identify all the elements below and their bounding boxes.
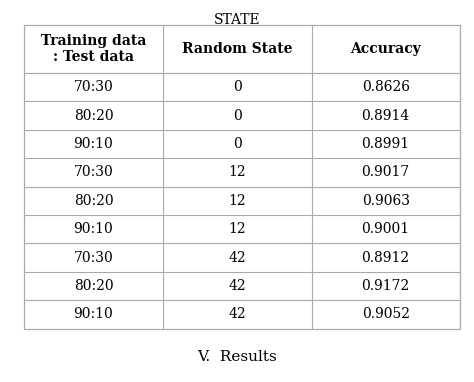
Text: 80:20: 80:20	[73, 194, 113, 208]
Text: 12: 12	[228, 165, 246, 180]
Text: 42: 42	[228, 251, 246, 265]
Text: 0: 0	[233, 137, 242, 151]
Text: 0.8912: 0.8912	[362, 251, 410, 265]
Text: 80:20: 80:20	[73, 108, 113, 123]
Text: 0.9172: 0.9172	[362, 279, 410, 293]
Text: Accuracy: Accuracy	[350, 42, 421, 56]
Text: 0.9017: 0.9017	[362, 165, 410, 180]
Text: 0.9063: 0.9063	[362, 194, 410, 208]
Text: 0.8914: 0.8914	[362, 108, 410, 123]
Text: 12: 12	[228, 222, 246, 236]
Text: 42: 42	[228, 279, 246, 293]
Text: 0.9052: 0.9052	[362, 308, 410, 321]
Text: Training data
: Test data: Training data : Test data	[41, 34, 146, 64]
Text: 0: 0	[233, 108, 242, 123]
Text: 90:10: 90:10	[73, 308, 113, 321]
Text: Random State: Random State	[182, 42, 292, 56]
Text: 12: 12	[228, 194, 246, 208]
Text: 90:10: 90:10	[73, 137, 113, 151]
Text: 42: 42	[228, 308, 246, 321]
Text: 80:20: 80:20	[73, 279, 113, 293]
Text: 0.8991: 0.8991	[362, 137, 410, 151]
Text: V.  Results: V. Results	[197, 350, 277, 364]
Text: STATE: STATE	[214, 13, 260, 28]
Text: 90:10: 90:10	[73, 222, 113, 236]
Text: 0: 0	[233, 80, 242, 94]
Text: 70:30: 70:30	[73, 80, 113, 94]
Text: 0.9001: 0.9001	[362, 222, 410, 236]
Text: 0.8626: 0.8626	[362, 80, 410, 94]
Text: 70:30: 70:30	[73, 251, 113, 265]
Text: 70:30: 70:30	[73, 165, 113, 180]
